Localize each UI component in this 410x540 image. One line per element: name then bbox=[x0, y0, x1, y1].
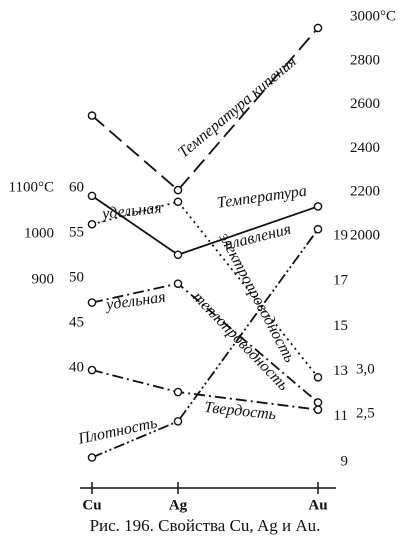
y-tick-label: 55 bbox=[69, 225, 84, 241]
point bbox=[313, 224, 323, 234]
y-tick-label: 11 bbox=[334, 408, 348, 424]
point bbox=[87, 219, 97, 229]
series-line bbox=[91, 228, 319, 459]
y-tick-label: 50 bbox=[69, 270, 84, 286]
y-tick-label: 3,0 bbox=[356, 361, 375, 377]
y-tick-label: 1100°C bbox=[9, 179, 54, 195]
point bbox=[87, 298, 97, 307]
y-tick-label: 60 bbox=[69, 180, 84, 196]
x-tick-label: Ag bbox=[169, 497, 188, 513]
y-tick-label: 2200 bbox=[350, 184, 380, 200]
point bbox=[173, 417, 183, 426]
point bbox=[87, 191, 97, 201]
y-tick-label: 19 bbox=[333, 227, 348, 243]
y-tick-label: 15 bbox=[333, 318, 348, 334]
series-label: Плотность bbox=[76, 415, 159, 449]
series-line bbox=[91, 27, 319, 192]
point bbox=[313, 372, 323, 382]
point bbox=[173, 387, 183, 397]
y-tick-label: 9 bbox=[341, 453, 349, 469]
point bbox=[313, 23, 323, 33]
series-label: Температура кипения bbox=[175, 53, 300, 161]
series-label: Температура bbox=[216, 182, 308, 211]
point bbox=[313, 405, 323, 414]
x-tick-label: Cu bbox=[82, 497, 101, 513]
caption: Рис. 196. Свойства Cu, Ag и Au. bbox=[90, 516, 321, 535]
point bbox=[87, 453, 97, 462]
y-tick-label: 900 bbox=[32, 271, 55, 287]
y-tick-label: 2400 bbox=[350, 140, 380, 156]
point bbox=[87, 365, 97, 375]
point bbox=[173, 185, 183, 195]
point bbox=[173, 279, 183, 288]
y-tick-label: 17 bbox=[333, 273, 349, 289]
point bbox=[87, 111, 97, 120]
y-tick-label: 1000 bbox=[24, 225, 54, 241]
point bbox=[173, 197, 183, 207]
y-tick-label: 2000 bbox=[350, 228, 380, 244]
y-tick-label: 3000°C bbox=[350, 8, 396, 24]
y-tick-label: 13 bbox=[333, 363, 348, 379]
y-tick-label: 2800 bbox=[350, 52, 380, 68]
y-tick-label: 45 bbox=[69, 315, 84, 331]
point bbox=[173, 250, 183, 260]
series-label: удельная bbox=[103, 289, 166, 314]
point bbox=[313, 202, 323, 211]
point bbox=[313, 398, 323, 407]
y-tick-label: 2,5 bbox=[356, 405, 375, 421]
series-label: удельная bbox=[99, 200, 162, 223]
x-tick-label: Au bbox=[308, 497, 327, 513]
y-tick-label: 40 bbox=[69, 360, 84, 376]
y-tick-label: 2600 bbox=[350, 96, 380, 112]
